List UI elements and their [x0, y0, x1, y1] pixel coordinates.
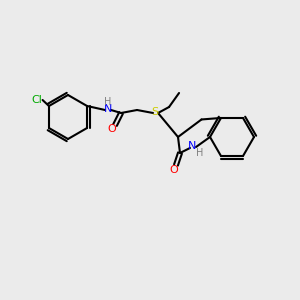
Text: O: O: [169, 165, 178, 175]
Text: H: H: [104, 97, 112, 107]
Text: S: S: [152, 107, 159, 117]
Text: N: N: [188, 141, 196, 151]
Text: Cl: Cl: [31, 95, 42, 105]
Text: O: O: [108, 124, 116, 134]
Text: H: H: [196, 148, 204, 158]
Text: N: N: [104, 104, 112, 114]
